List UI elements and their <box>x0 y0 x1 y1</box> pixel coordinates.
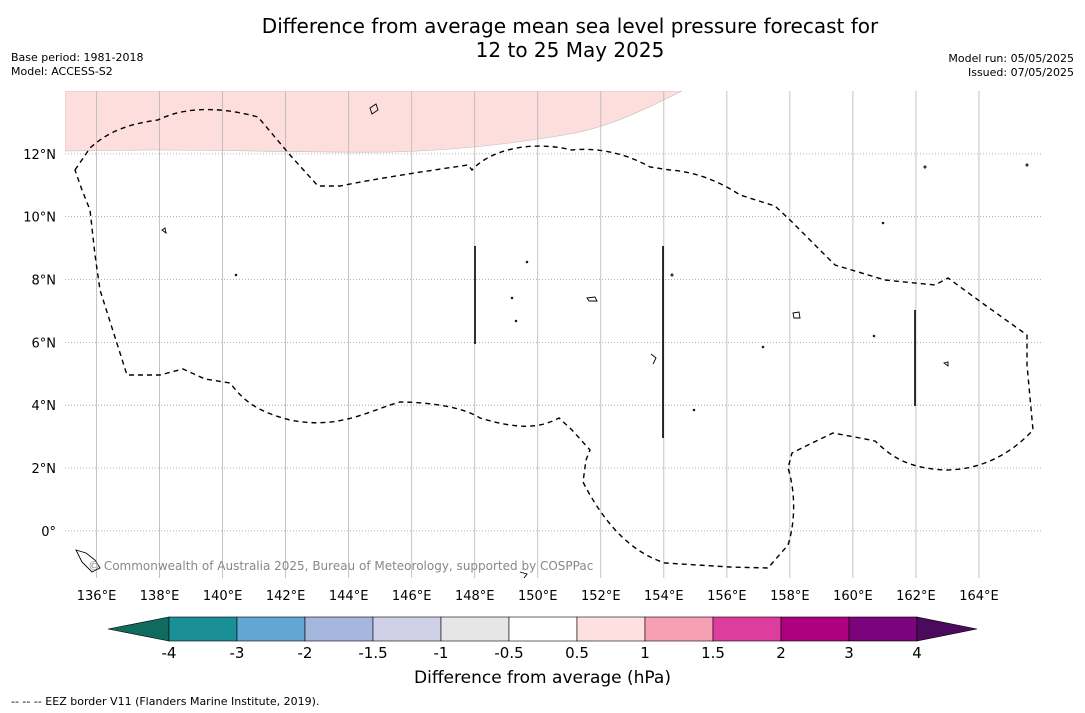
longitude-label: 144°E <box>329 589 369 604</box>
longitude-label: 142°E <box>266 589 306 604</box>
issued-date: Issued: 07/05/2025 <box>967 66 1074 79</box>
base-period: Base period: 1981-2018 <box>11 51 144 64</box>
colorbar-bin <box>440 616 510 642</box>
longitude-label: 138°E <box>140 589 180 604</box>
colorbar-bin <box>644 616 714 642</box>
colorbar-max-extension <box>916 616 978 642</box>
island <box>234 273 238 277</box>
colorbar-tick-label: 1 <box>640 644 650 662</box>
colorbar-bin <box>780 616 850 642</box>
colorbar-min-extension <box>107 616 170 642</box>
longitude-labels: 136°E 138°E 140°E 142°E 144°E 146°E 148°E 150°E… <box>77 589 999 604</box>
colorbar-tick-label: 1.5 <box>701 644 725 662</box>
island <box>525 260 529 264</box>
colorbar-tick-label: -0.5 <box>494 644 523 662</box>
colorbar-tick-label: -4 <box>162 644 177 662</box>
map-area: © Commonwealth of Australia 2025, Bureau… <box>65 91 1042 579</box>
latitude-label: 6°N <box>32 336 57 351</box>
latitude-label: 12°N <box>23 148 56 163</box>
longitude-label: 152°E <box>581 589 621 604</box>
latitude-label: 4°N <box>32 399 57 414</box>
islands <box>75 103 1029 579</box>
island <box>75 549 101 573</box>
longitude-label: 148°E <box>455 589 495 604</box>
island <box>670 273 674 277</box>
longitude-label: 136°E <box>77 589 117 604</box>
longitude-label: 160°E <box>833 589 873 604</box>
map-title: Difference from average mean sea level p… <box>0 14 1085 62</box>
eez-border <box>74 108 1034 569</box>
longitude-label: 164°E <box>959 589 999 604</box>
copyright-notice: © Commonwealth of Australia 2025, Bureau… <box>88 559 593 573</box>
colorbar-tick-label: 3 <box>844 644 854 662</box>
island <box>761 345 765 349</box>
colorbar-tick-label: -1 <box>434 644 449 662</box>
latitude-label: 2°N <box>32 462 57 477</box>
longitude-label: 158°E <box>770 589 810 604</box>
latitude-label: 10°N <box>23 211 56 226</box>
colorbar-bin <box>576 616 646 642</box>
island <box>369 103 379 115</box>
footnote: -- -- -- EEZ border V11 (Flanders Marine… <box>11 695 320 708</box>
colorbar-tick-label: 0.5 <box>565 644 589 662</box>
colorbar-bin <box>372 616 442 642</box>
colorbar-bin <box>848 616 918 642</box>
colorbar-tick-label: -1.5 <box>358 644 387 662</box>
title-line-2: 12 to 25 May 2025 <box>475 38 665 62</box>
island <box>1025 163 1029 167</box>
island <box>650 353 657 365</box>
colorbar-tick-label: 2 <box>776 644 786 662</box>
island <box>161 227 167 235</box>
longitude-label: 140°E <box>203 589 243 604</box>
colorbar-title: Difference from average (hPa) <box>414 668 671 688</box>
longitude-label: 154°E <box>644 589 684 604</box>
graticule <box>65 91 1042 578</box>
colorbar-tick-label: -2 <box>298 644 313 662</box>
anomaly-region <box>65 91 683 153</box>
island <box>881 221 885 225</box>
title-line-1: Difference from average mean sea level p… <box>261 14 879 38</box>
island <box>942 361 949 367</box>
latitude-label: 8°N <box>32 274 57 289</box>
longitude-label: 150°E <box>518 589 558 604</box>
longitude-label: 146°E <box>392 589 432 604</box>
colorbar-tick-label: 4 <box>912 644 922 662</box>
island <box>519 571 528 579</box>
island <box>510 296 514 300</box>
model-name: Model: ACCESS-S2 <box>11 65 113 78</box>
longitude-label: 156°E <box>707 589 747 604</box>
colorbar-bin <box>168 616 238 642</box>
island <box>586 296 598 302</box>
colorbar-bin <box>508 616 578 642</box>
island <box>872 334 876 338</box>
colorbar-tick-label: -3 <box>230 644 245 662</box>
run-info: Model run: 05/05/2025 Issued: 07/05/2025 <box>948 52 1074 80</box>
colorbar-bin <box>236 616 306 642</box>
island <box>792 311 801 319</box>
latitude-label: 0° <box>41 525 56 540</box>
model-info: Base period: 1981-2018 Model: ACCESS-S2 <box>11 51 143 79</box>
island <box>692 408 696 412</box>
island <box>514 319 518 323</box>
island <box>923 165 927 169</box>
colorbar-bin <box>712 616 782 642</box>
latitude-labels: 12°N 10°N 8°N 6°N 4°N 2°N 0° <box>23 148 56 540</box>
model-run: Model run: 05/05/2025 <box>948 52 1074 65</box>
colorbar: -4 -3 -2 -1.5 -1 -0.5 0.5 1 1.5 2 3 4 <box>107 616 978 662</box>
colorbar-bin <box>304 616 374 642</box>
longitude-label: 162°E <box>896 589 936 604</box>
